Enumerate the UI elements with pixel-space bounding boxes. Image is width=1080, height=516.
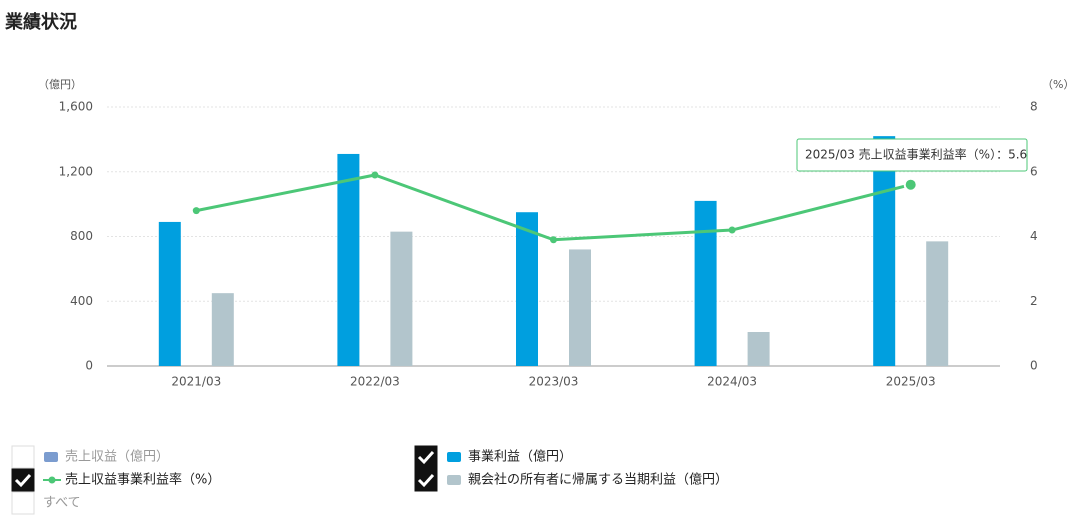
legend-label[interactable]: 事業利益（億円） (468, 449, 572, 465)
bar (569, 249, 591, 366)
legend-label[interactable]: 売上収益（億円） (65, 449, 169, 465)
legend-swatch-dot (48, 476, 56, 484)
bar (211, 293, 234, 366)
bar (926, 241, 949, 366)
line-point (371, 171, 379, 179)
legend-swatch (447, 475, 461, 485)
x-tick-label: 2023/03 (529, 375, 579, 389)
checkbox[interactable] (414, 445, 438, 469)
legend-swatch (447, 452, 461, 462)
y-tick-label: 1,200 (59, 164, 93, 178)
y2-tick-label: 6 (1030, 164, 1038, 178)
line-point (728, 226, 736, 234)
bar (694, 200, 717, 366)
legend-label[interactable]: 売上収益事業利益率（%） (65, 472, 220, 488)
x-tick-label: 2021/03 (171, 375, 221, 389)
bar (158, 221, 181, 366)
checkbox[interactable] (414, 468, 438, 492)
checkbox[interactable] (11, 468, 35, 492)
legend-all-label[interactable]: すべて (43, 496, 81, 511)
checkbox[interactable] (11, 491, 35, 515)
bar (390, 231, 413, 366)
y2-tick-label: 8 (1030, 100, 1038, 114)
line-point (192, 207, 200, 215)
chart-title: 業績状況 (4, 11, 77, 33)
legend-swatch (44, 452, 58, 462)
tooltip-box (796, 138, 1028, 172)
line (196, 173, 912, 242)
y-tick-label: 800 (70, 229, 93, 243)
tooltip-text: 2025/03 売上収益事業利益率（%）：5.6 (805, 147, 1027, 162)
checkbox[interactable] (11, 445, 35, 469)
legend-label[interactable]: 親会社の所有者に帰属する当期利益（億円） (468, 472, 728, 488)
y2-tick-label: 4 (1030, 229, 1038, 243)
bar (747, 332, 770, 366)
bar (337, 153, 360, 366)
x-tick-label: 2022/03 (350, 375, 400, 389)
x-tick-label: 2024/03 (707, 375, 757, 389)
y2-tick-label: 2 (1030, 294, 1038, 308)
bar (516, 212, 538, 366)
y2-tick-label: 0 (1030, 359, 1038, 373)
y-tick-label: 1,600 (59, 100, 93, 114)
check-mark (14, 473, 32, 488)
y2-axis-label: （%） (1042, 78, 1074, 91)
y-tick-label: 0 (85, 359, 93, 373)
check-mark (417, 450, 435, 465)
check-mark (417, 473, 435, 488)
y-tick-label: 400 (70, 294, 93, 308)
x-tick-label: 2025/03 (886, 375, 936, 389)
line-point (903, 177, 918, 192)
y-axis-label: （億円） (38, 78, 82, 91)
line-point (550, 236, 557, 244)
